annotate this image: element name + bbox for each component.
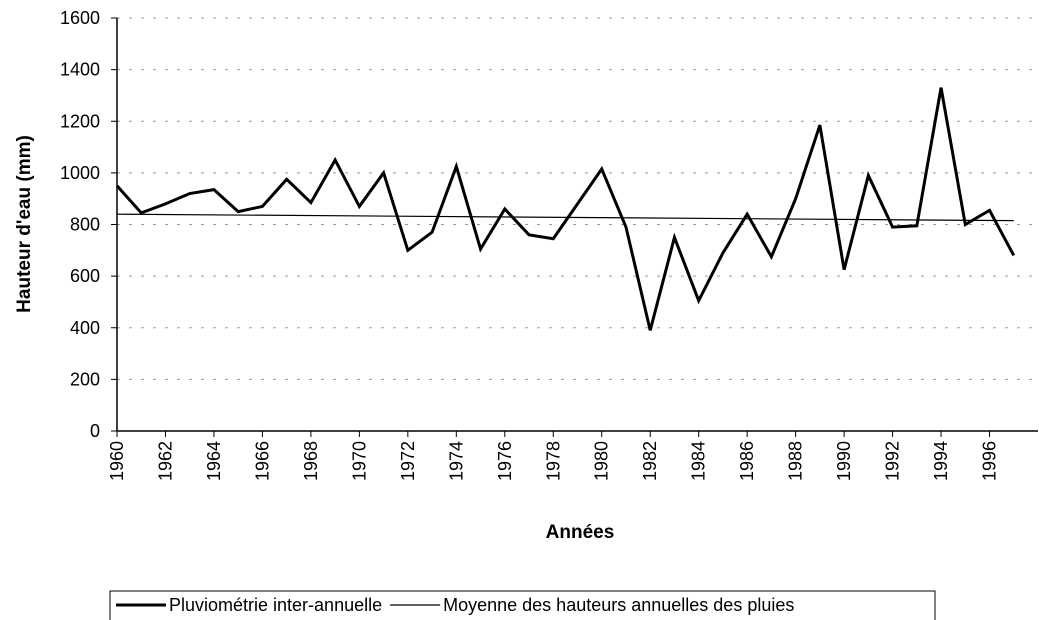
x-tick-label: 1994 — [931, 441, 951, 481]
y-tick-label: 400 — [70, 318, 100, 338]
x-tick-label: 1968 — [301, 441, 321, 481]
x-tick-label: 1974 — [446, 441, 466, 481]
x-tick-label: 1972 — [398, 441, 418, 481]
x-tick-label: 1978 — [543, 441, 563, 481]
x-tick-label: 1970 — [349, 441, 369, 481]
y-tick-label: 600 — [70, 266, 100, 286]
y-tick-label: 800 — [70, 215, 100, 235]
y-axis-label: Hauteur d'eau (mm) — [14, 135, 35, 313]
y-tick-label: 1000 — [60, 163, 100, 183]
x-tick-label: 1966 — [252, 441, 272, 481]
x-tick-label: 1984 — [689, 441, 709, 481]
legend-box — [109, 590, 936, 620]
x-tick-label: 1976 — [495, 441, 515, 481]
x-tick-label: 1980 — [592, 441, 612, 481]
x-tick-label: 1990 — [834, 441, 854, 481]
x-axis-label: Années — [546, 522, 615, 543]
x-tick-label: 1996 — [980, 441, 1000, 481]
y-tick-label: 1400 — [60, 60, 100, 80]
x-tick-label: 1960 — [107, 441, 127, 481]
y-tick-label: 200 — [70, 369, 100, 389]
x-tick-label: 1982 — [640, 441, 660, 481]
x-tick-label: 1992 — [883, 441, 903, 481]
y-tick-label: 1600 — [60, 8, 100, 28]
x-tick-label: 1962 — [155, 441, 175, 481]
x-tick-label: 1988 — [786, 441, 806, 481]
legend-label: Moyenne des hauteurs annuelles des pluie… — [443, 595, 794, 615]
legend-label: Pluviométrie inter-annuelle — [169, 595, 382, 615]
data-line — [116, 213, 1014, 222]
x-tick-label: 1986 — [737, 441, 757, 481]
x-tick-label: 1964 — [204, 441, 224, 481]
y-tick-label: 1200 — [60, 111, 100, 131]
data-line — [115, 87, 1016, 331]
y-tick-label: 0 — [90, 421, 100, 441]
